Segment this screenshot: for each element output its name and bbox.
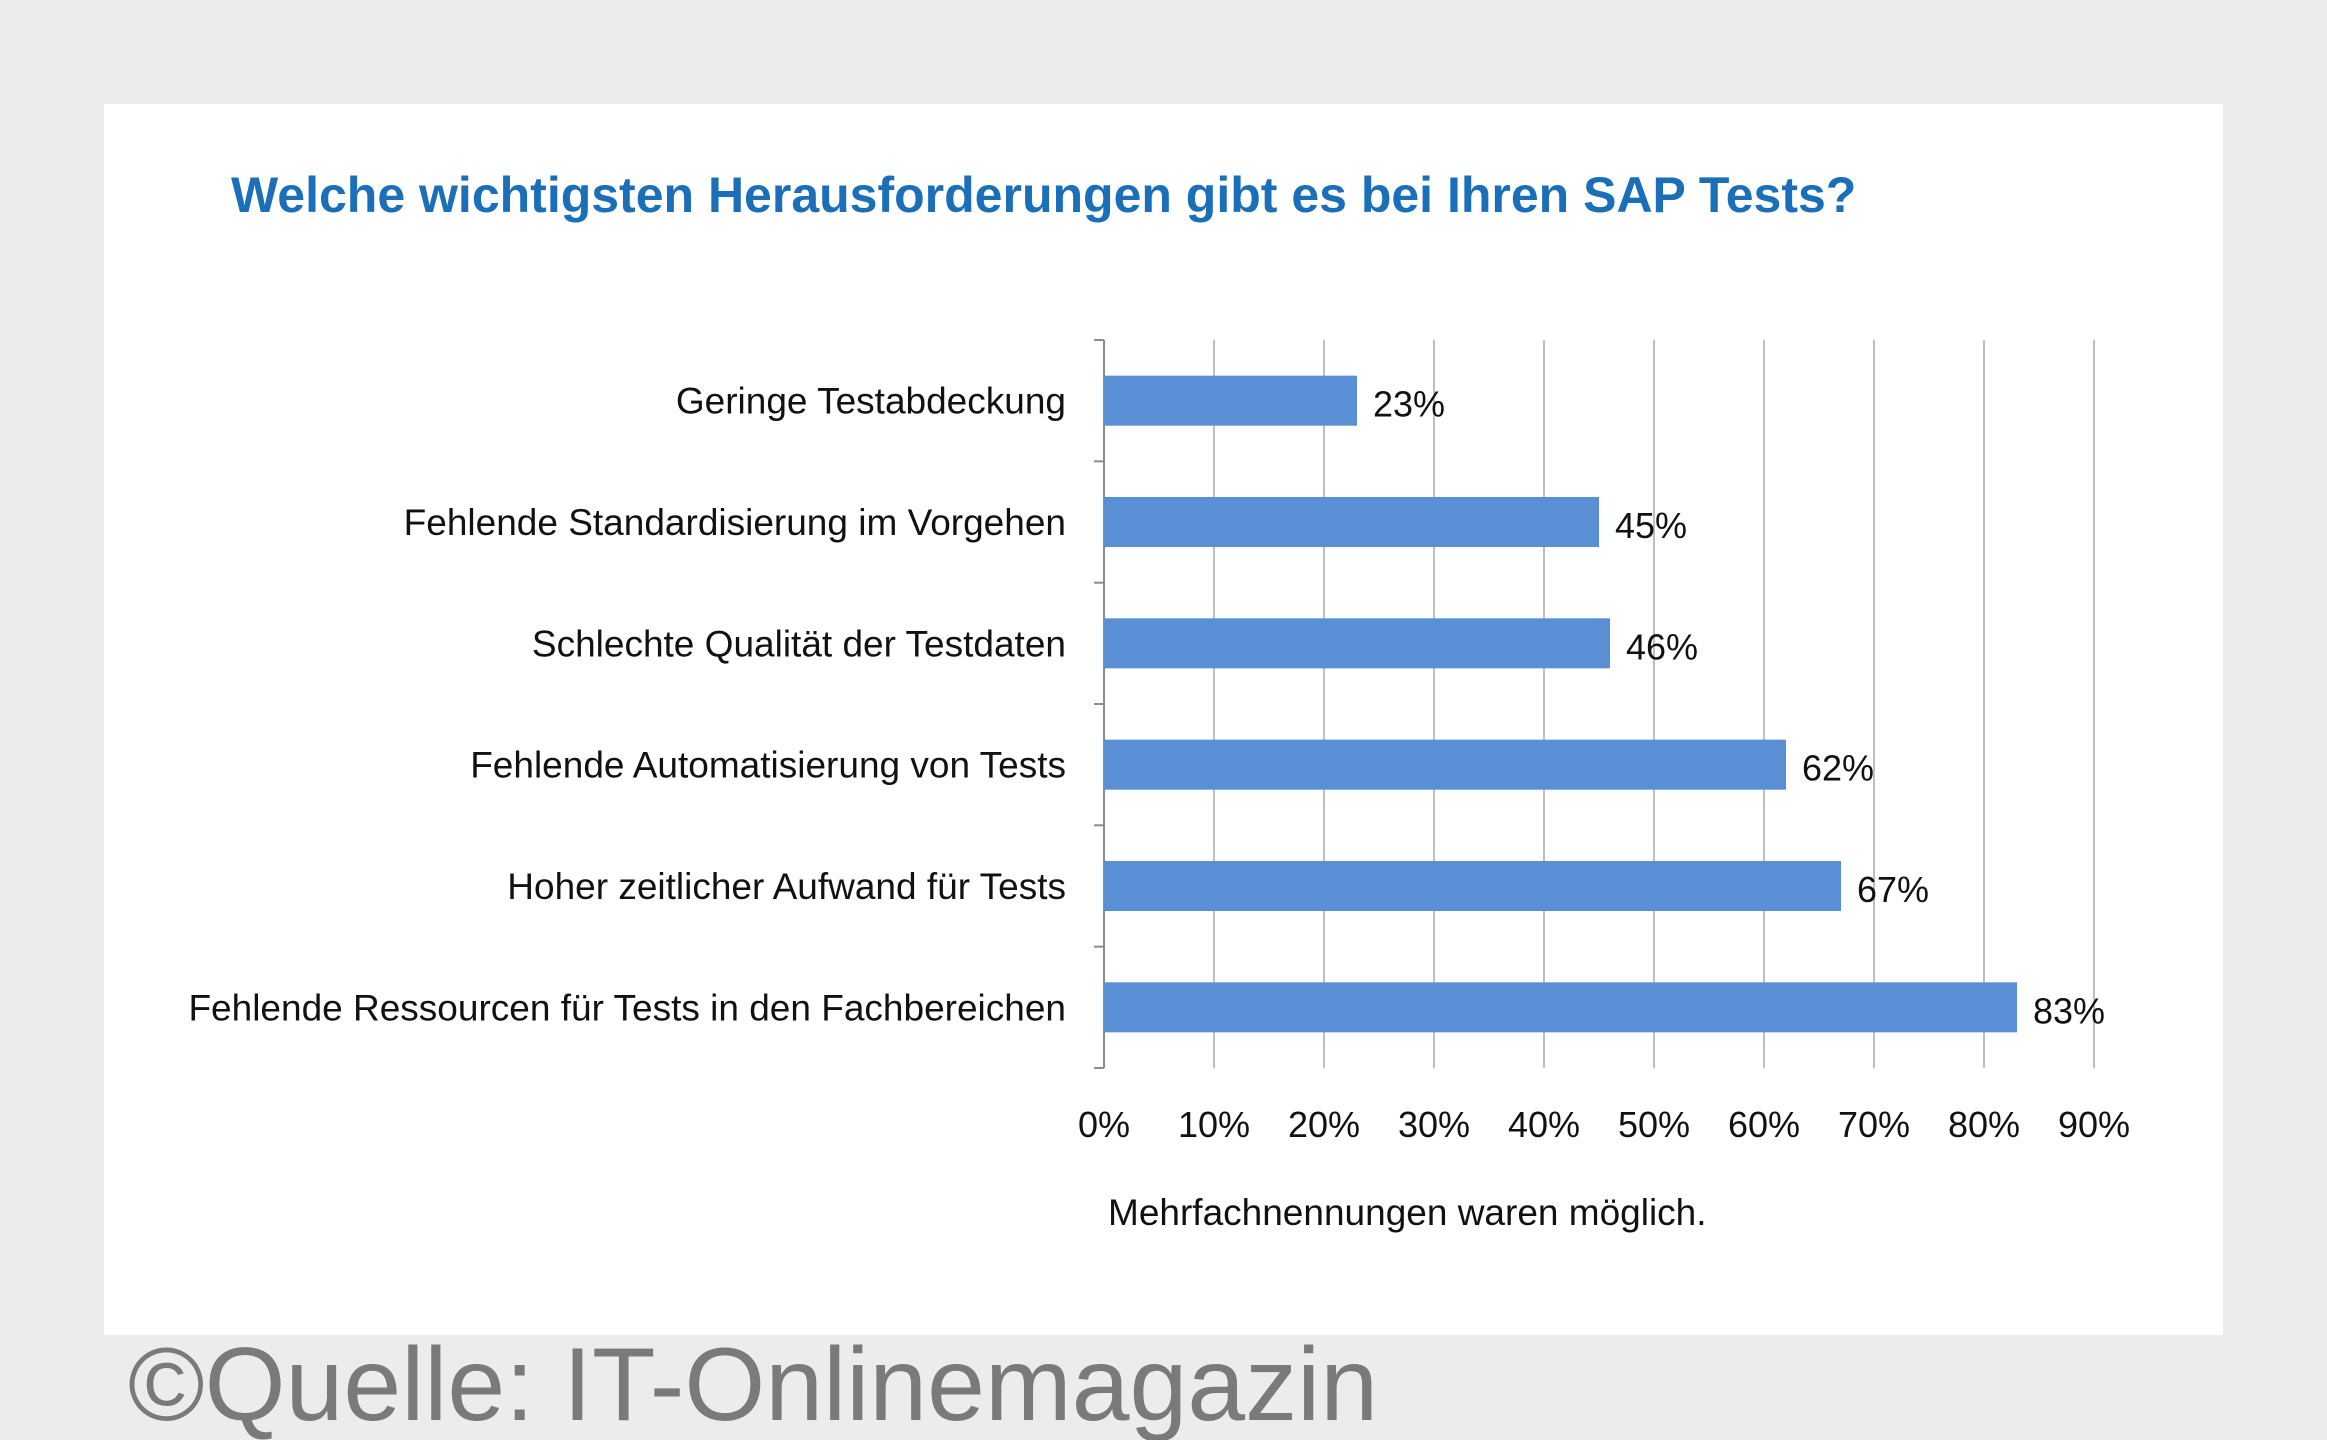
bars	[1104, 375, 2017, 1033]
bar	[1104, 618, 1610, 669]
x-tick-label: 60%	[1728, 1104, 1800, 1145]
x-tick-label: 0%	[1078, 1104, 1130, 1145]
x-tick-label: 90%	[2058, 1104, 2130, 1145]
category-label: Schlechte Qualität der Testdaten	[532, 623, 1066, 664]
value-label: 62%	[1802, 748, 1874, 789]
source-watermark: ©Quelle: IT-Onlinemagazin	[128, 1327, 1379, 1440]
category-label: Geringe Testabdeckung	[676, 381, 1066, 422]
x-tick-label: 80%	[1948, 1104, 2020, 1145]
bar	[1104, 497, 1599, 547]
gridlines	[1213, 340, 2095, 1068]
category-label: Fehlende Ressourcen für Tests in den Fac…	[188, 987, 1066, 1028]
x-tick-label: 20%	[1288, 1104, 1360, 1145]
category-label: Fehlende Automatisierung von Tests	[470, 745, 1066, 786]
footnote: Mehrfachnennungen waren möglich.	[1108, 1192, 1707, 1233]
x-tick-label: 70%	[1838, 1104, 1910, 1145]
value-label: 23%	[1373, 384, 1445, 425]
x-tick-label: 30%	[1398, 1104, 1470, 1145]
value-label: 83%	[2033, 990, 2105, 1031]
bar	[1104, 739, 1786, 790]
chart-title: Welche wichtigsten Herausforderungen gib…	[231, 167, 1857, 223]
chart-card	[104, 104, 2223, 1335]
category-label: Hoher zeitlicher Aufwand für Tests	[507, 866, 1066, 907]
x-tick-label: 50%	[1618, 1104, 1690, 1145]
labels: 0% 10% 20% 30% 40% 50% 60% 70% 80% 90% Geringe Tes…	[188, 381, 2130, 1145]
category-label: Fehlende Standardisierung im Vorgehen	[404, 502, 1066, 543]
x-tick-label: 40%	[1508, 1104, 1580, 1145]
value-label: 46%	[1626, 626, 1698, 667]
x-tick-label: 10%	[1178, 1104, 1250, 1145]
bar	[1104, 375, 1357, 426]
bar	[1104, 982, 2017, 1033]
value-label: 67%	[1857, 869, 1929, 910]
axes	[1094, 339, 1105, 1069]
bar	[1104, 861, 1841, 911]
value-label: 45%	[1615, 505, 1687, 546]
